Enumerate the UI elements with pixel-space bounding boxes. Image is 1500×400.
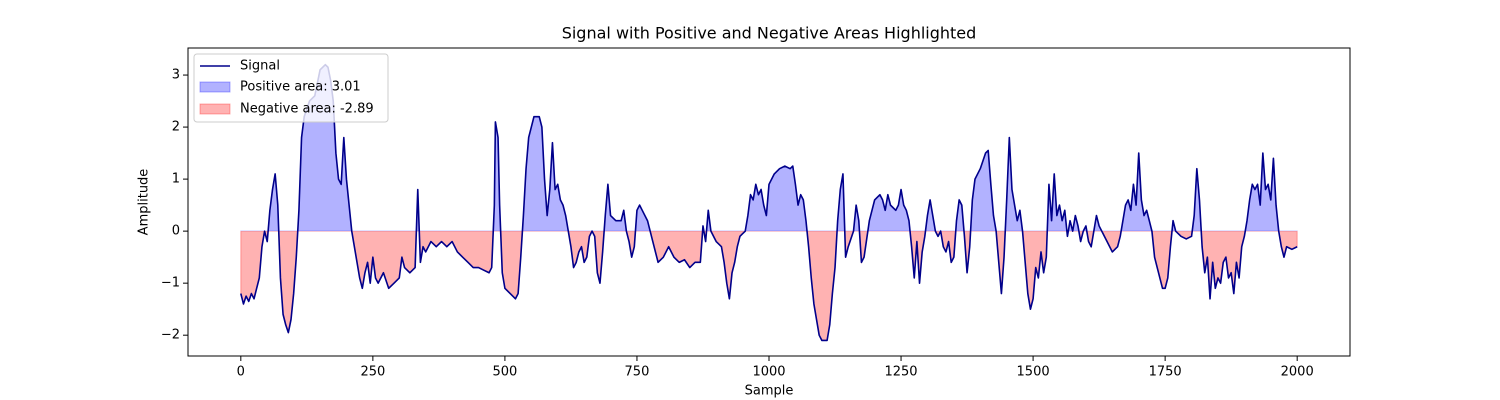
x-tick-label: 750 xyxy=(625,365,650,380)
y-tick-label: 2 xyxy=(172,120,180,135)
x-tick-label: 250 xyxy=(360,365,385,380)
legend-swatch xyxy=(199,81,231,93)
y-tick-label: 3 xyxy=(172,68,180,83)
plot-frame xyxy=(187,47,1351,357)
legend-label: Signal xyxy=(240,59,280,74)
x-tick-label: 2000 xyxy=(1281,365,1314,380)
x-tick-label: 1250 xyxy=(884,365,917,380)
x-tick-label: 0 xyxy=(237,365,245,380)
y-tick-label: −2 xyxy=(161,328,180,343)
x-tick-label: 1000 xyxy=(752,365,785,380)
legend-swatch xyxy=(199,103,231,115)
y-tick-label: 1 xyxy=(172,172,180,187)
x-tick-label: 1500 xyxy=(1017,365,1050,380)
x-axis-label: Sample xyxy=(745,384,794,399)
signal-line xyxy=(240,63,1298,342)
y-axis-label: Amplitude xyxy=(137,169,152,236)
legend-label: Positive area: 3.01 xyxy=(240,80,361,95)
chart-title: Signal with Positive and Negative Areas … xyxy=(562,24,977,43)
x-tick-label: 1750 xyxy=(1149,365,1182,380)
legend-label: Negative area: -2.89 xyxy=(240,102,374,117)
y-tick-label: −1 xyxy=(161,276,180,291)
y-tick-label: 0 xyxy=(172,224,180,239)
x-tick-label: 500 xyxy=(492,365,517,380)
legend-box xyxy=(193,53,389,123)
